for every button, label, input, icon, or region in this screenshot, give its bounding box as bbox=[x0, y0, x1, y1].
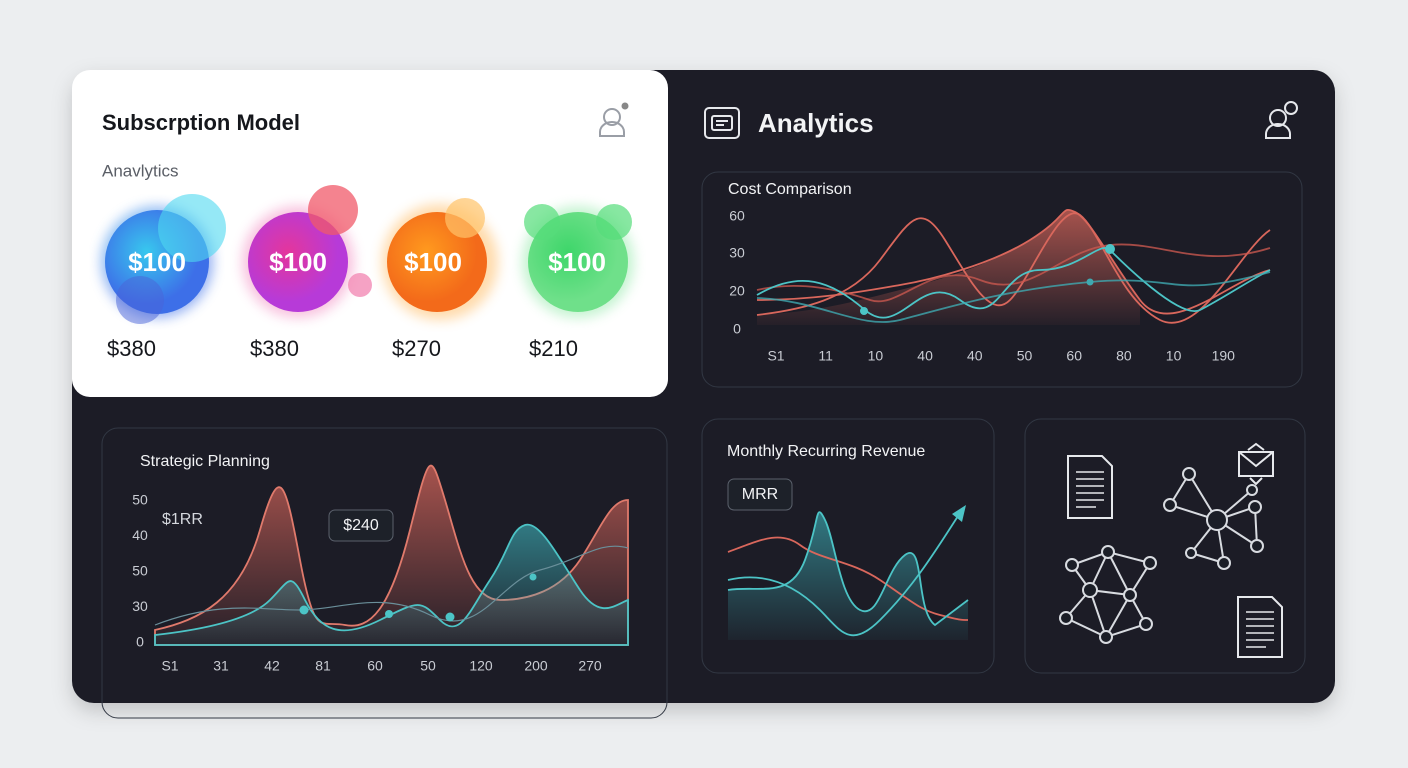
axis-label: 0 bbox=[136, 634, 144, 650]
axis-label: 0 bbox=[733, 321, 741, 337]
axis-label: S1 bbox=[161, 658, 178, 674]
panel-title: Strategic Planning bbox=[140, 453, 270, 470]
card-title: Subscrption Model bbox=[102, 110, 300, 135]
user-icon bbox=[599, 108, 625, 137]
document-icon bbox=[1067, 455, 1283, 658]
blob-4 bbox=[522, 204, 634, 318]
y-axis: 50 40 50 30 0 bbox=[132, 492, 148, 650]
strategic-panel bbox=[101, 427, 668, 719]
tag-label: $240 bbox=[343, 517, 379, 534]
icons-panel bbox=[1024, 418, 1306, 674]
plan-price: $380 bbox=[250, 336, 299, 361]
axis-label: 40 bbox=[917, 348, 933, 364]
mrr-panel bbox=[701, 418, 995, 674]
panel-title: Cost Comparison bbox=[728, 181, 852, 198]
plan-badge: $100 bbox=[404, 247, 462, 277]
window-icon bbox=[704, 107, 740, 139]
axis-label: 10 bbox=[1166, 348, 1182, 364]
axis-label: 42 bbox=[264, 658, 280, 674]
axis-label: 81 bbox=[315, 658, 331, 674]
plan-price: $380 bbox=[107, 336, 156, 361]
blob-1 bbox=[101, 194, 226, 324]
header-title: Analytics bbox=[758, 108, 874, 138]
axis-label: 60 bbox=[367, 658, 383, 674]
tag-label: MRR bbox=[742, 486, 778, 503]
subscription-card bbox=[72, 70, 668, 397]
plan-badge: $100 bbox=[548, 247, 606, 277]
axis-label: S1 bbox=[767, 348, 784, 364]
plan-badge: $100 bbox=[269, 247, 327, 277]
plan-badge: $100 bbox=[128, 247, 186, 277]
axis-label: 80 bbox=[1116, 348, 1132, 364]
tag-box bbox=[727, 478, 793, 511]
cost-panel bbox=[701, 171, 1303, 388]
annotation: $1RR bbox=[162, 511, 203, 528]
axis-label: 120 bbox=[469, 658, 493, 674]
axis-label: 50 bbox=[132, 563, 148, 579]
axis-label: 50 bbox=[132, 492, 148, 508]
axis-label: 60 bbox=[729, 208, 745, 224]
cost-curves bbox=[756, 208, 1271, 325]
card-subtitle: Anavlytics bbox=[102, 161, 179, 180]
strategic-curves bbox=[154, 464, 629, 646]
y-axis: 60 30 20 0 bbox=[729, 208, 745, 337]
axis-label: 200 bbox=[524, 658, 548, 674]
axis-label: 31 bbox=[213, 658, 229, 674]
axis-label: 270 bbox=[578, 658, 602, 674]
x-axis: S1 11 10 40 40 50 60 80 10 190 bbox=[767, 348, 1235, 364]
axis-label: 20 bbox=[729, 283, 745, 299]
axis-label: 11 bbox=[818, 348, 833, 364]
blob-2 bbox=[242, 185, 372, 318]
network-icon bbox=[1059, 467, 1264, 644]
axis-label: 40 bbox=[132, 527, 148, 543]
axis-label: 30 bbox=[729, 245, 745, 261]
user-icon bbox=[1265, 101, 1298, 139]
axis-label: 60 bbox=[1066, 348, 1082, 364]
plan-price: $210 bbox=[529, 336, 578, 361]
status-dot bbox=[621, 102, 629, 110]
axis-label: 30 bbox=[132, 598, 148, 614]
axis-label: 40 bbox=[967, 348, 983, 364]
plan-price: $270 bbox=[392, 336, 441, 361]
axis-label: 50 bbox=[1017, 348, 1033, 364]
blob-3 bbox=[382, 198, 498, 320]
mrr-curves bbox=[727, 505, 969, 640]
tag-box bbox=[328, 509, 394, 542]
mail-icon bbox=[1238, 442, 1274, 486]
axis-label: 10 bbox=[868, 348, 884, 364]
x-axis: S1 31 42 81 60 50 120 200 270 bbox=[161, 658, 601, 674]
axis-label: 50 bbox=[420, 658, 436, 674]
panel-title: Monthly Recurring Revenue bbox=[727, 443, 925, 460]
axis-label: 190 bbox=[1212, 348, 1236, 364]
